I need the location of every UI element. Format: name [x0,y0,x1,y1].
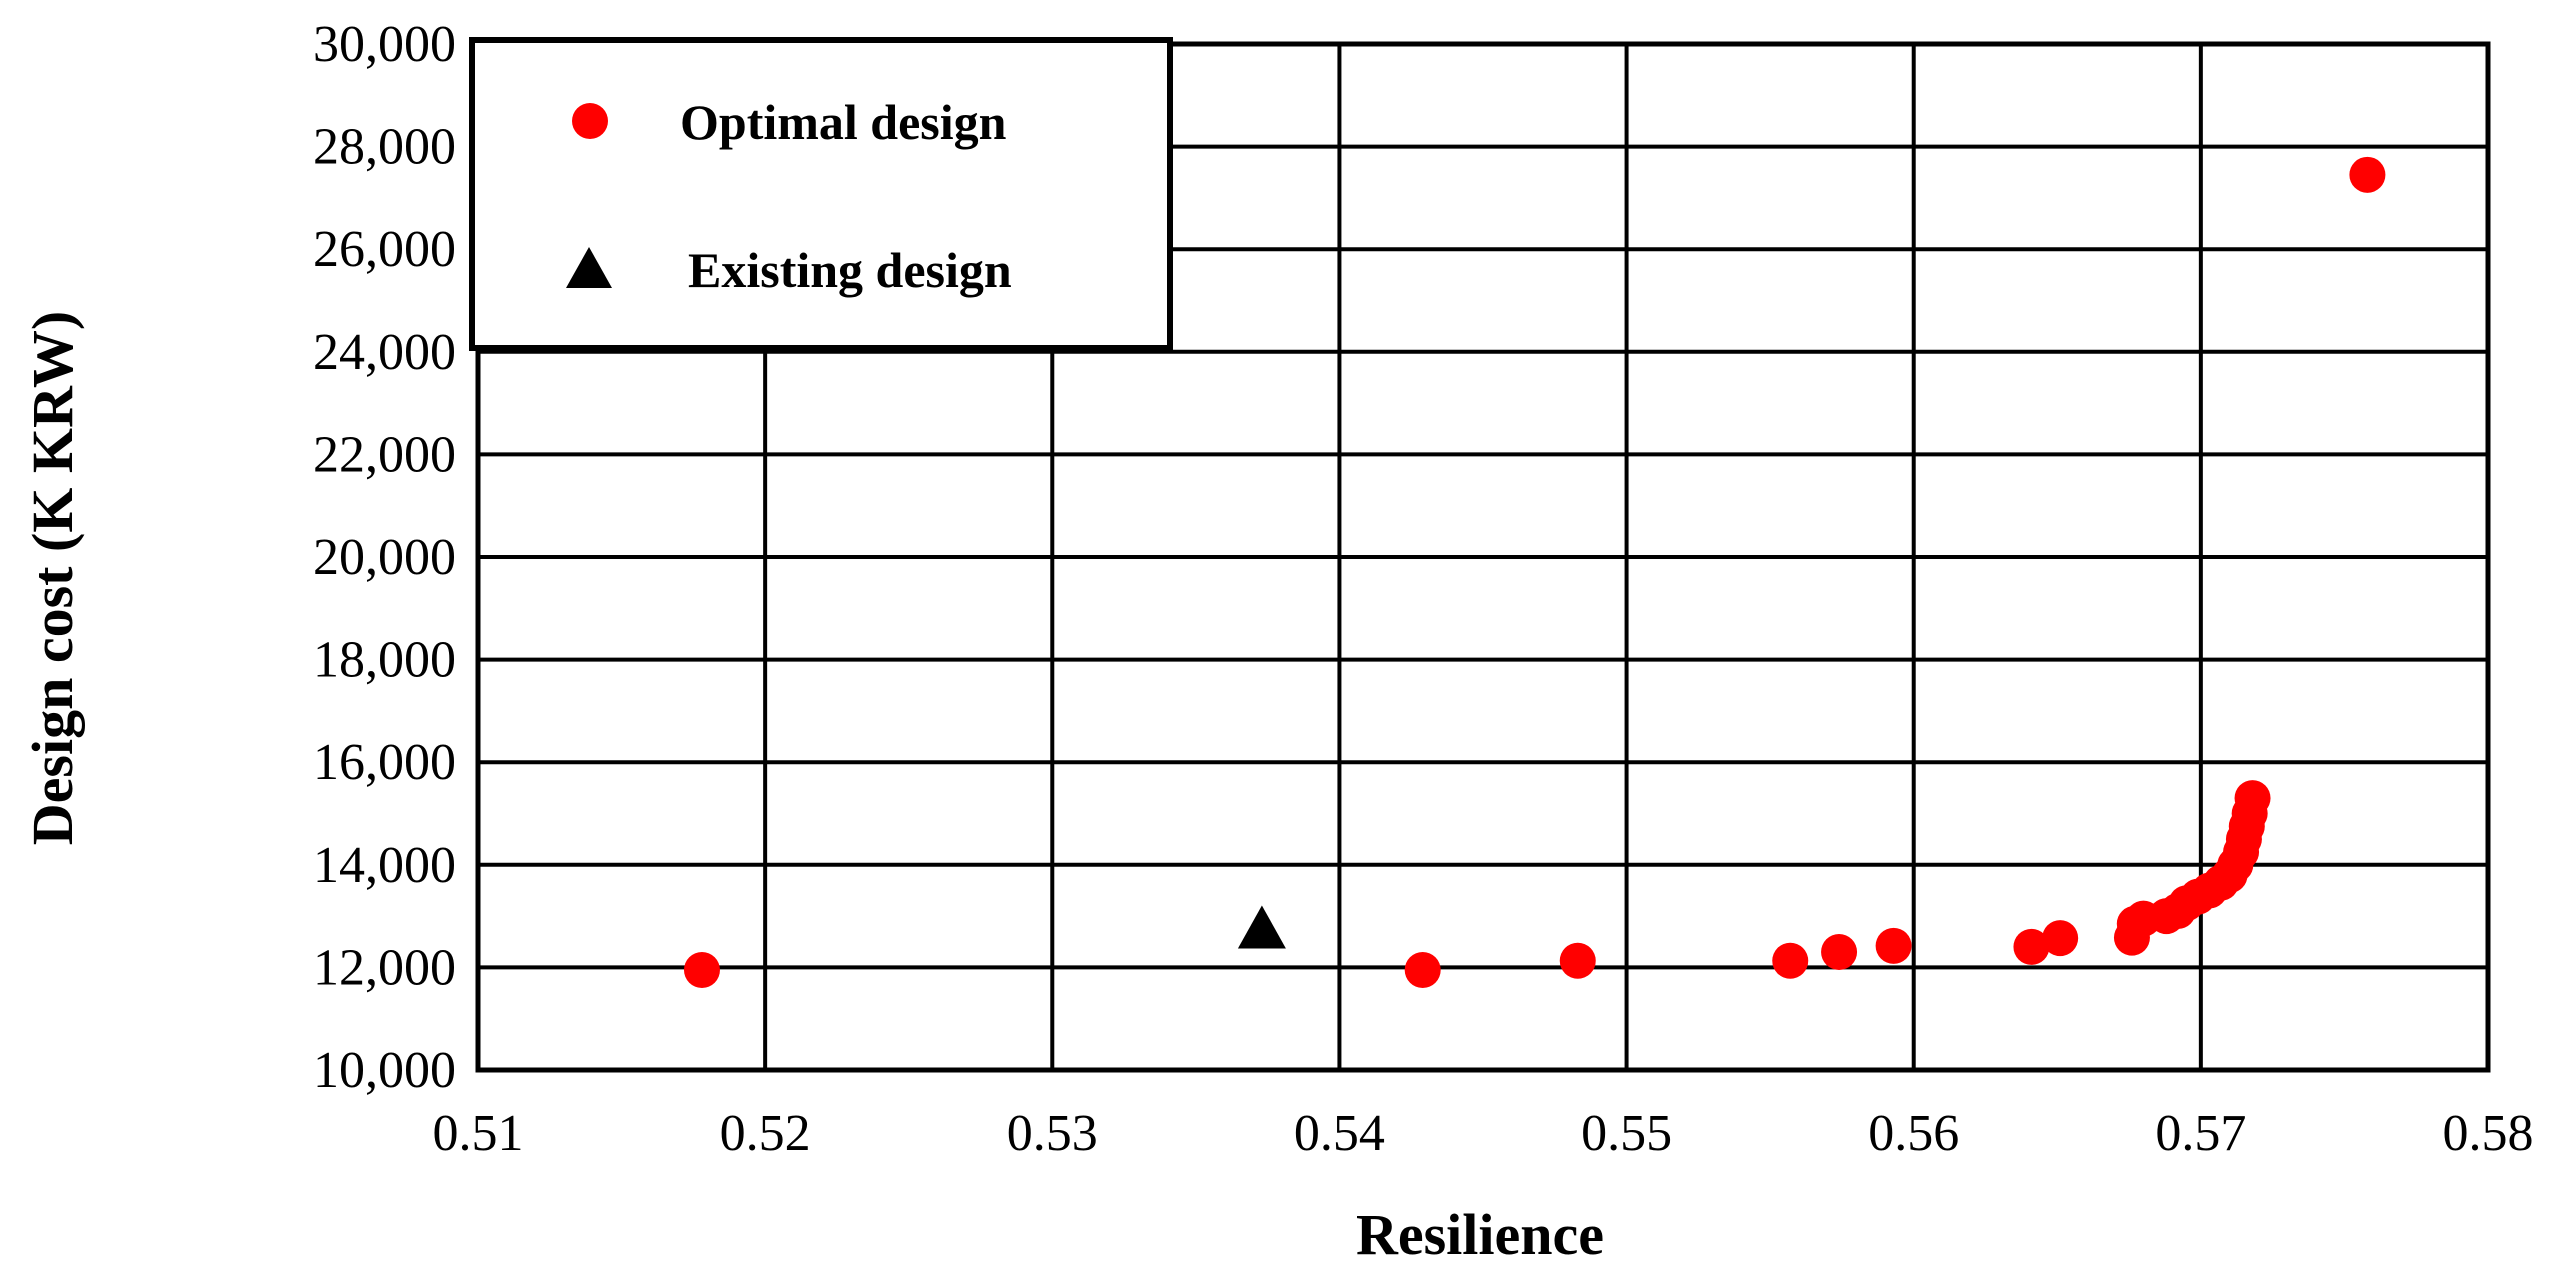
x-tick-label: 0.53 [1007,1105,1098,1162]
y-tick-label: 24,000 [313,324,456,381]
optimal-design-point [2349,156,2386,193]
y-tick-label: 20,000 [313,529,456,586]
legend-box [469,37,1173,351]
optimal-design-point [2042,920,2079,957]
optimal-design-point [1772,942,1809,979]
y-tick-label: 14,000 [313,837,456,894]
x-tick-label: 0.58 [2443,1105,2534,1162]
optimal-design-point [1821,934,1858,971]
y-tick-label: 30,000 [313,16,456,73]
optimal-design-point [1559,942,1596,979]
optimal-design-point [2013,928,2050,965]
y-tick-label: 16,000 [313,734,456,791]
y-axis-ticks: 10,000 12,000 14,000 16,000 18,000 20,000 22,0… [313,16,456,1099]
x-axis-ticks: 0.51 0.52 0.53 0.54 0.55 0.56 0.57 0.58 [433,1105,2534,1162]
legend: Optimal design Existing design [469,37,1173,351]
data-points [683,156,2386,988]
existing-design-point [1237,905,1286,949]
legend-existing-marker [566,247,612,288]
y-axis-title: Design cost (K KRW) [20,311,85,845]
y-tick-label: 22,000 [313,426,456,483]
legend-optimal-marker [572,103,608,139]
y-tick-label: 28,000 [313,119,456,176]
x-axis-title: Resilience [1356,1202,1604,1267]
y-tick-label: 26,000 [313,221,456,278]
optimal-design-point [683,951,720,988]
legend-existing-label: Existing design [688,242,1012,298]
x-tick-label: 0.51 [433,1105,524,1162]
x-tick-label: 0.55 [1581,1105,1672,1162]
gridlines [475,41,2491,1073]
optimal-design-point [1404,951,1441,988]
plot-area-border [475,41,2491,1073]
y-tick-label: 18,000 [313,632,456,689]
x-tick-label: 0.52 [720,1105,811,1162]
legend-optimal-label: Optimal design [680,94,1007,150]
y-tick-label: 10,000 [313,1042,456,1099]
x-tick-label: 0.56 [1868,1105,1959,1162]
optimal-design-point [2234,780,2271,817]
x-tick-label: 0.57 [2155,1105,2246,1162]
y-tick-label: 12,000 [313,939,456,996]
x-tick-label: 0.54 [1294,1105,1385,1162]
optimal-design-point [1875,927,1912,964]
